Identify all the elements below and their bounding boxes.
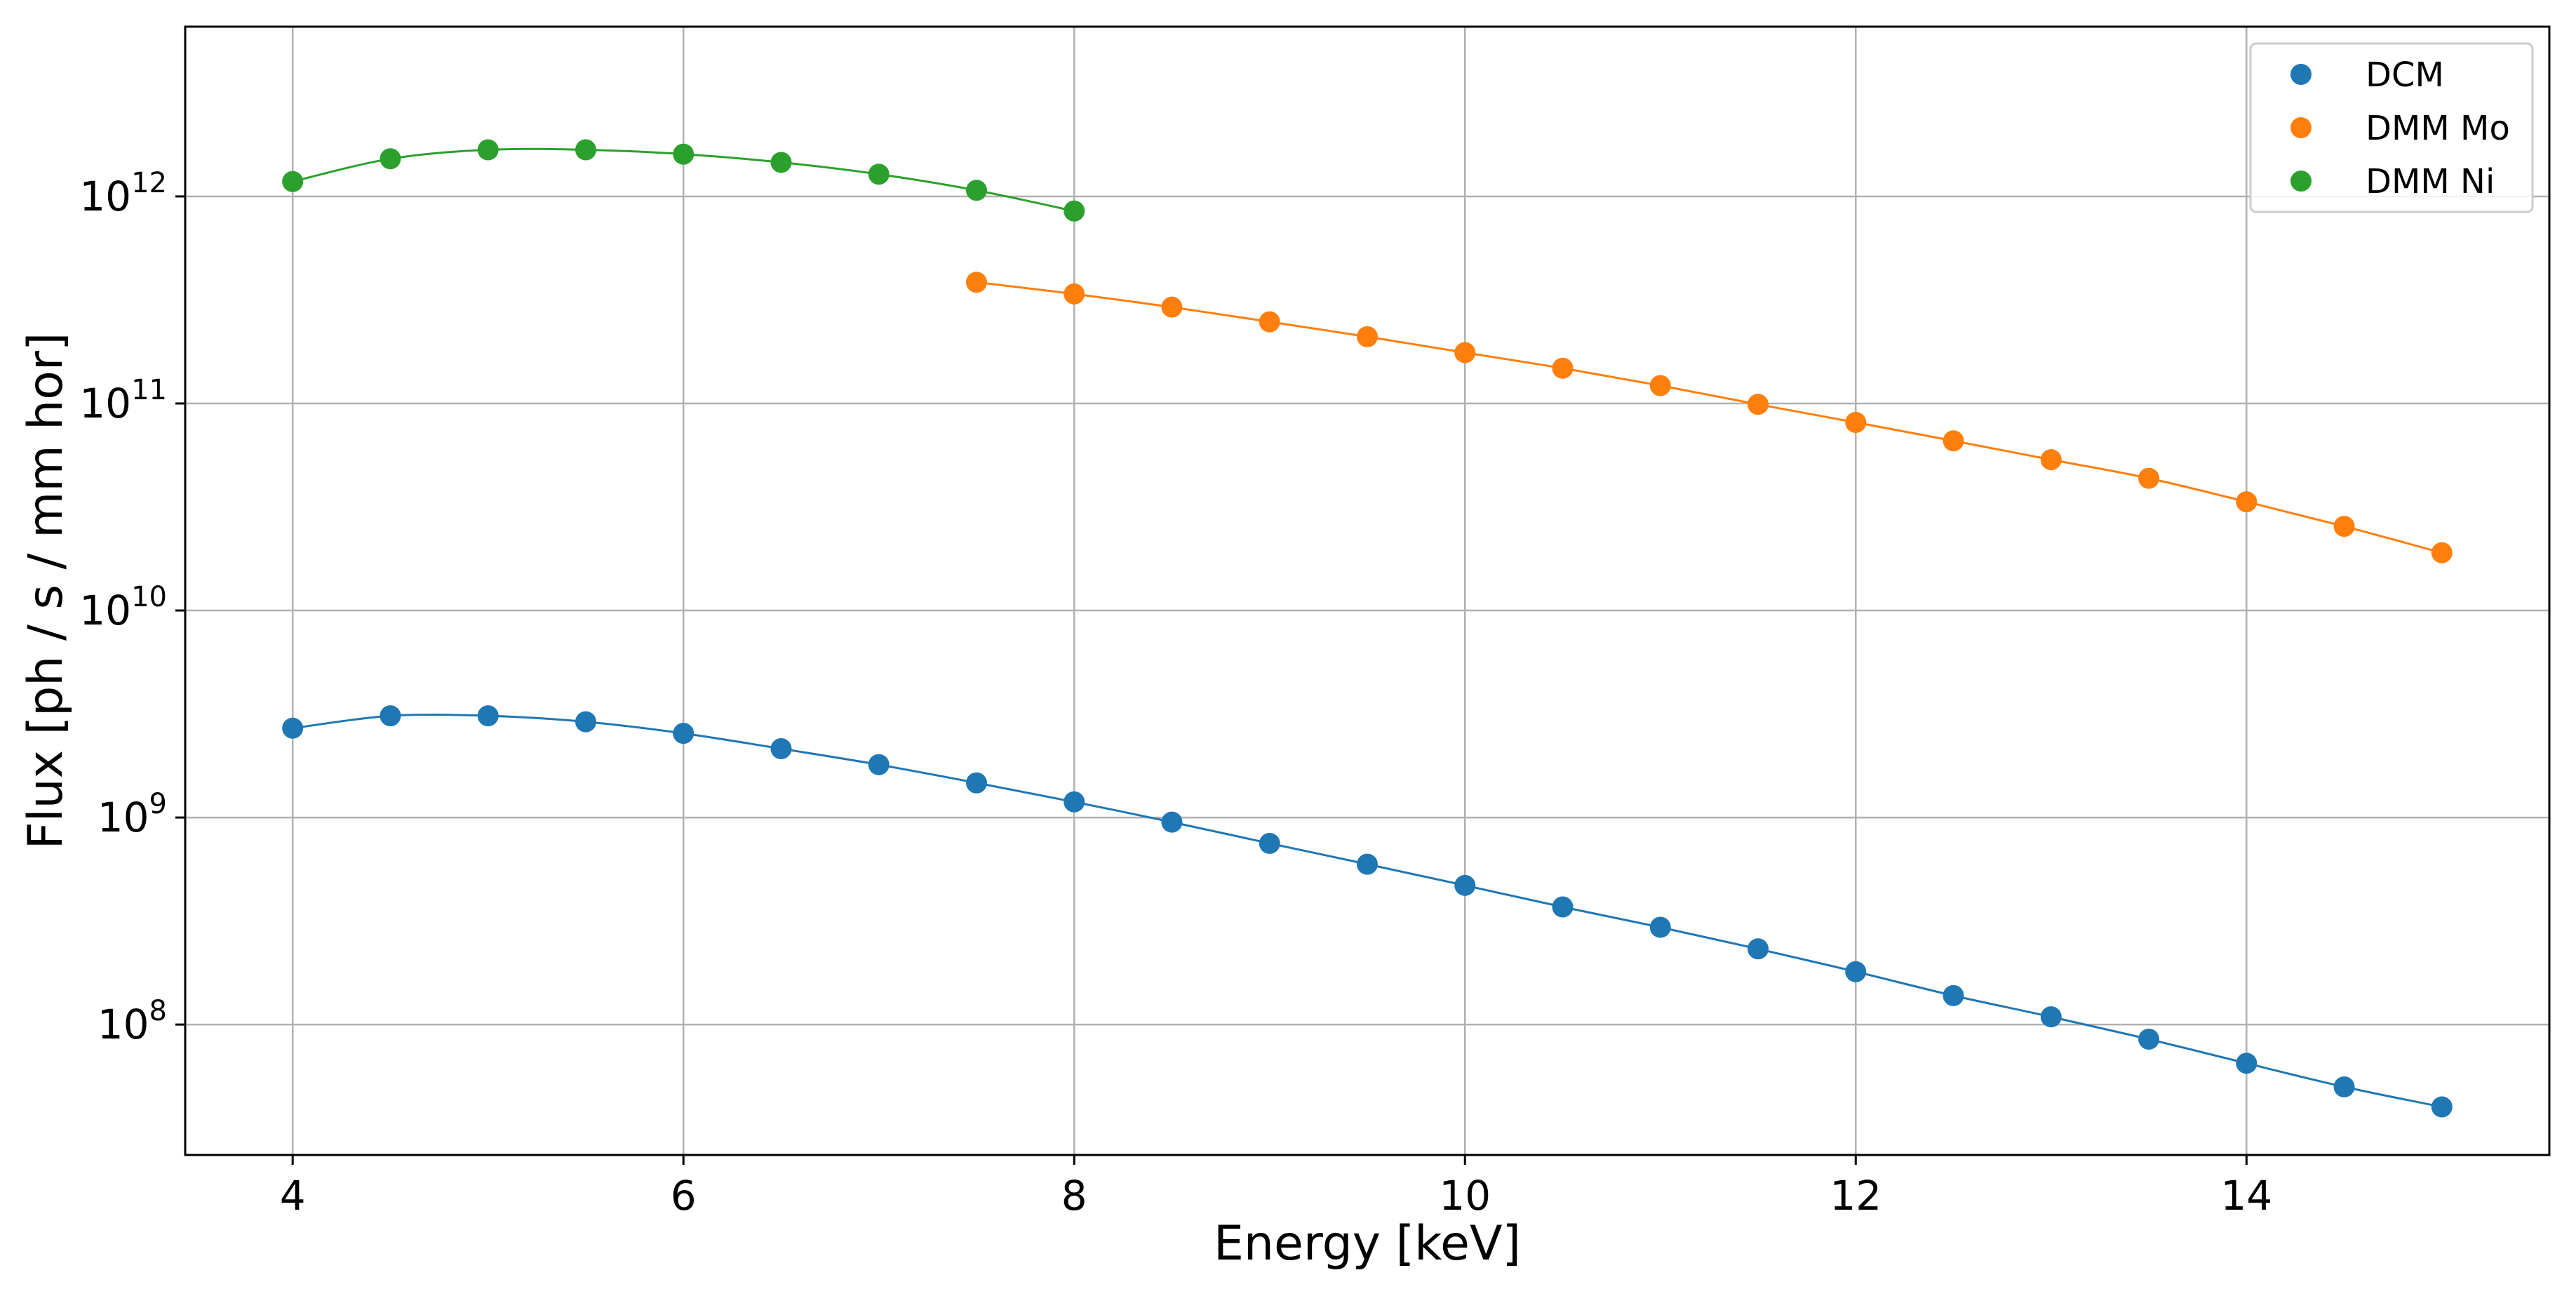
data-point-dcm: [770, 737, 792, 759]
data-point-dcm: [575, 711, 596, 733]
data-point-dmm-ni: [380, 148, 401, 170]
data-point-dmm-mo: [1649, 375, 1671, 396]
legend-marker-dcm: [2290, 64, 2312, 85]
data-point-dcm: [1943, 984, 1964, 1006]
y-tick-exponent: 9: [149, 788, 167, 820]
x-tick-label: 12: [1830, 1172, 1881, 1220]
y-tick-exponent: 10: [131, 581, 167, 613]
y-tick-label: 1012: [79, 167, 167, 220]
y-tick-base: 10: [79, 380, 131, 427]
data-point-dcm: [1454, 874, 1476, 896]
data-point-dmm-mo: [2138, 467, 2160, 489]
data-point-dmm-mo: [1454, 342, 1476, 363]
data-point-dcm: [380, 705, 401, 727]
data-point-dmm-mo: [2431, 542, 2453, 563]
data-point-dcm: [2138, 1028, 2160, 1050]
y-tick-exponent: 8: [149, 995, 167, 1027]
data-point-dmm-mo: [1845, 411, 1867, 433]
data-point-dcm: [1259, 832, 1280, 854]
data-point-dcm: [1649, 916, 1671, 938]
y-tick-base: 10: [98, 1001, 149, 1048]
data-point-dmm-mo: [1943, 430, 1964, 452]
data-point-dcm: [1161, 811, 1183, 833]
y-tick-base: 10: [79, 587, 131, 634]
data-point-dmm-mo: [1747, 394, 1769, 415]
data-point-dmm-mo: [1259, 311, 1280, 333]
series-points: [282, 139, 2453, 1118]
data-point-dmm-ni: [965, 180, 987, 201]
x-tick-label: 4: [280, 1172, 306, 1220]
data-point-dmm-mo: [965, 272, 987, 293]
data-point-dcm: [282, 717, 304, 739]
y-tick-label: 1010: [79, 581, 167, 634]
data-point-dmm-ni: [1064, 200, 1085, 222]
data-point-dmm-mo: [1552, 357, 1574, 379]
x-tick-label: 6: [671, 1172, 697, 1220]
data-point-dcm: [2040, 1006, 2062, 1028]
data-point-dcm: [2431, 1096, 2453, 1118]
data-point-dcm: [1747, 938, 1769, 960]
legend-label-dmm-mo: DMM Mo: [2366, 109, 2510, 148]
series-line-dmm-mo: [976, 281, 2443, 554]
data-point-dcm: [1552, 896, 1574, 918]
y-tick-exponent: 12: [131, 167, 167, 199]
legend-marker-dmm-mo: [2290, 117, 2312, 138]
data-point-dmm-ni: [282, 171, 304, 192]
y-tick-exponent: 11: [131, 374, 167, 406]
data-point-dmm-ni: [575, 139, 596, 161]
data-point-dcm: [1357, 853, 1378, 875]
data-point-dmm-mo: [1161, 296, 1183, 318]
grid: [185, 27, 2549, 1155]
x-axis-label: Energy [keV]: [1214, 1216, 1521, 1271]
data-point-dcm: [1845, 961, 1867, 982]
data-point-dmm-mo: [2333, 516, 2355, 537]
data-point-dmm-ni: [673, 143, 695, 165]
data-point-dmm-ni: [868, 163, 890, 185]
data-point-dmm-mo: [1064, 283, 1085, 305]
x-tick-label: 8: [1061, 1172, 1087, 1220]
y-axis-label: Flux [ph / s / mm hor]: [18, 333, 74, 850]
legend-marker-dmm-ni: [2290, 171, 2312, 192]
legend: DCM DMM Mo DMM Ni: [2249, 42, 2534, 213]
data-point-dmm-mo: [2236, 491, 2258, 513]
data-point-dcm: [868, 754, 890, 775]
data-point-dcm: [2333, 1076, 2355, 1097]
legend-label-dmm-ni: DMM Ni: [2366, 162, 2495, 201]
axis-ticks: [175, 195, 2248, 1165]
data-point-dmm-mo: [2040, 449, 2062, 471]
data-point-dmm-ni: [770, 152, 792, 173]
data-point-dmm-ni: [477, 139, 499, 161]
y-tick-label: 1011: [79, 374, 167, 427]
x-tick-label: 14: [2220, 1172, 2272, 1220]
data-point-dcm: [673, 723, 695, 744]
data-point-dcm: [477, 705, 499, 727]
plot-area: [185, 27, 2549, 1155]
y-tick-label: 109: [98, 788, 167, 841]
data-point-dcm: [965, 772, 987, 794]
data-point-dcm: [2236, 1053, 2258, 1074]
y-tick-base: 10: [98, 794, 149, 841]
data-point-dmm-mo: [1357, 326, 1378, 347]
x-tick-label: 10: [1439, 1172, 1491, 1220]
legend-label-dcm: DCM: [2366, 55, 2444, 95]
y-tick-base: 10: [79, 173, 131, 220]
legend-box: [2249, 42, 2534, 213]
data-point-dcm: [1064, 791, 1085, 813]
plot-frame: [184, 25, 2551, 1156]
y-tick-label: 108: [98, 995, 167, 1048]
